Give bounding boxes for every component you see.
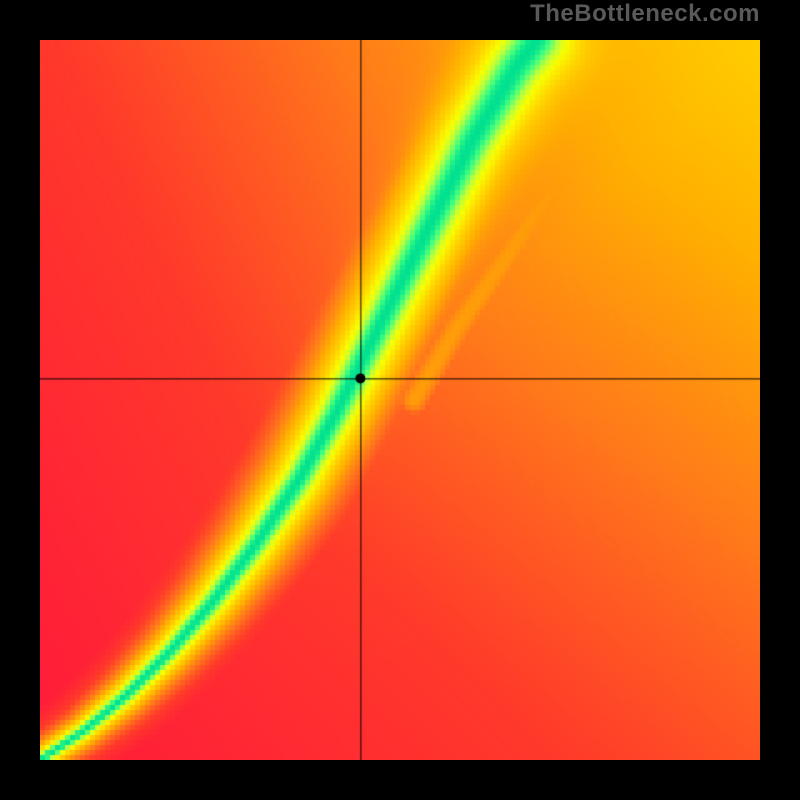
heatmap-canvas [40, 40, 760, 760]
watermark-text: TheBottleneck.com [530, 0, 760, 28]
chart-container: TheBottleneck.com [0, 0, 800, 800]
